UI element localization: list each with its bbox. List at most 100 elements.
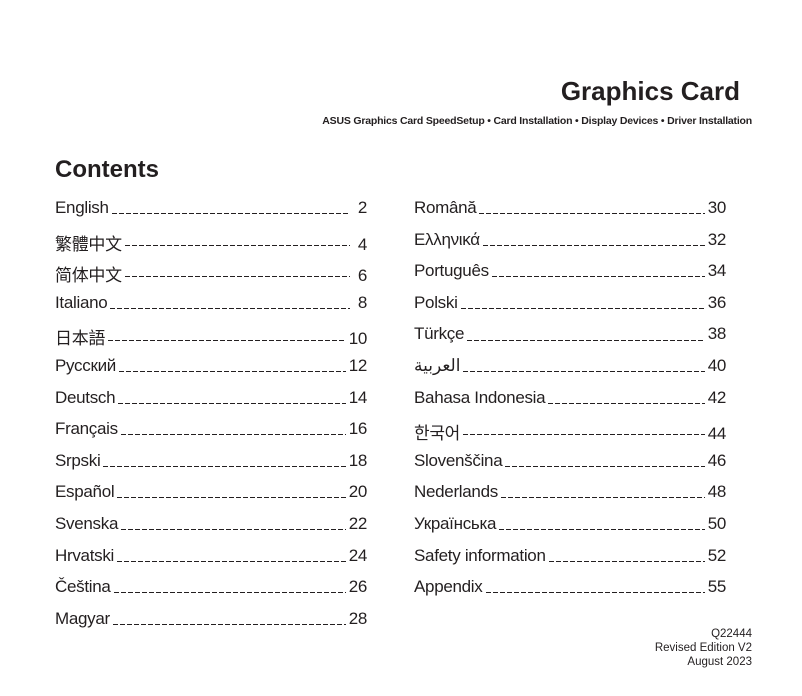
toc-entry[interactable]: 简体中文 6 — [55, 261, 367, 293]
toc-entry[interactable]: Türkçe 38 — [414, 324, 726, 356]
toc-leader — [124, 241, 350, 250]
toc-entry-label: Ελληνικά — [414, 229, 480, 249]
toc-entry[interactable]: Slovenščina 46 — [414, 451, 726, 483]
toc-leader — [548, 399, 705, 408]
toc-entry[interactable]: Română 30 — [414, 198, 726, 230]
toc-leader — [112, 620, 346, 629]
toc-entry-page: 32 — [707, 229, 727, 249]
toc-entry[interactable]: 繁體中文 4 — [55, 230, 367, 262]
toc-entry-page: 28 — [348, 608, 368, 628]
toc-leader — [463, 367, 705, 376]
toc-entry-page: 50 — [707, 513, 727, 533]
toc-entry[interactable]: Español 20 — [55, 482, 367, 514]
toc-entry-page: 34 — [707, 261, 727, 281]
toc-entry-label: English — [55, 198, 109, 217]
toc-entry[interactable]: 日本語 10 — [55, 324, 367, 356]
toc-entry[interactable]: Svenska 22 — [55, 514, 367, 546]
toc-leader — [482, 241, 705, 250]
toc-entry[interactable]: Français 16 — [55, 419, 367, 451]
toc-entry-label: Русский — [55, 355, 116, 375]
toc-entry[interactable]: Português 34 — [414, 261, 726, 293]
toc-entry-label: Svenska — [55, 513, 119, 533]
toc-entry[interactable]: Srpski 18 — [55, 451, 367, 483]
toc-entry-page: 46 — [707, 450, 727, 470]
toc-entry-page: 6 — [357, 266, 367, 286]
toc-entry[interactable]: Italiano 8 — [55, 293, 367, 325]
toc-entry-page: 12 — [348, 355, 368, 375]
toc-entry-label: Polski — [414, 292, 458, 312]
toc-leader — [124, 272, 350, 281]
toc-entry-page: 14 — [348, 387, 368, 407]
toc-entry-page: 16 — [348, 419, 368, 439]
toc-entry-page: 40 — [707, 355, 727, 375]
toc-entry-label: Français — [55, 419, 118, 439]
toc-entry-label: العربية — [414, 355, 461, 375]
toc-leader — [460, 304, 705, 313]
toc-leader — [548, 557, 705, 566]
toc-entry[interactable]: Polski 36 — [414, 293, 726, 325]
toc-leader — [118, 367, 346, 376]
toc-entry[interactable]: English 2 — [55, 198, 367, 230]
document-subtitle: ASUS Graphics Card SpeedSetup • Card Ins… — [322, 115, 752, 127]
toc-entry-label: 한국어 — [414, 424, 461, 444]
toc-leader — [110, 304, 350, 313]
document-code: Q22444 — [711, 628, 752, 640]
toc-leader — [485, 588, 705, 597]
toc-entry-page: 36 — [707, 292, 727, 312]
toc-entry[interactable]: Ελληνικά 32 — [414, 230, 726, 262]
toc-entry-label: Bahasa Indonesia — [414, 387, 546, 407]
toc-entry[interactable]: Русский 12 — [55, 356, 367, 388]
toc-leader — [500, 494, 705, 503]
toc-entry-page: 48 — [707, 482, 727, 502]
toc-entry-page: 55 — [707, 577, 727, 597]
toc-leader — [120, 430, 346, 439]
toc-entry-label: Türkçe — [414, 324, 465, 344]
toc-entry-page: 20 — [348, 482, 368, 502]
toc-entry[interactable]: Čeština 26 — [55, 577, 367, 609]
toc-entry-label: 繁體中文 — [55, 234, 122, 254]
toc-entry-label: Čeština — [55, 577, 111, 597]
toc-entry-label: Română — [414, 198, 477, 217]
toc-entry[interactable]: Hrvatski 24 — [55, 546, 367, 578]
toc-entry[interactable]: Deutsch 14 — [55, 388, 367, 420]
toc-entry-page: 22 — [348, 513, 368, 533]
toc-entry-page: 8 — [357, 292, 367, 312]
toc-entry-label: Español — [55, 482, 115, 502]
toc-leader — [103, 462, 346, 471]
toc-leader — [505, 462, 705, 471]
toc-entry[interactable]: العربية 40 — [414, 356, 726, 388]
toc-entry[interactable]: 한국어 44 — [414, 419, 726, 451]
toc-entry-label: Appendix — [414, 577, 483, 597]
toc-entry-page: 44 — [707, 424, 727, 444]
toc-entry-label: Hrvatski — [55, 545, 114, 565]
toc-left-column: English 2 繁體中文 4 简体中文 6 Italiano 8 日本語 10 Русский 1… — [55, 198, 367, 640]
toc-leader — [117, 494, 346, 503]
toc-leader — [113, 588, 346, 597]
toc-entry[interactable]: Magyar 28 — [55, 609, 367, 641]
toc-leader — [467, 336, 705, 345]
toc-entry-label: Italiano — [55, 292, 108, 312]
toc-entry-label: Srpski — [55, 450, 101, 470]
toc-leader — [117, 557, 346, 566]
toc-entry[interactable]: Українська 50 — [414, 514, 726, 546]
document-date: August 2023 — [687, 656, 752, 668]
toc-entry-label: Safety information — [414, 545, 546, 565]
toc-entry[interactable]: Appendix 55 — [414, 577, 726, 609]
toc-entry[interactable]: Safety information 52 — [414, 546, 726, 578]
toc-entry-page: 10 — [348, 329, 368, 349]
toc-entry-page: 52 — [707, 545, 727, 565]
document-meta: Q22444 Revised Edition V2 August 2023 — [655, 627, 752, 669]
toc-entry-label: Nederlands — [414, 482, 498, 502]
toc-entry-page: 26 — [348, 577, 368, 597]
toc-entry-label: Українська — [414, 513, 497, 533]
toc-entry-page: 2 — [357, 198, 367, 217]
toc-entry-page: 38 — [707, 324, 727, 344]
document-title: Graphics Card — [560, 76, 740, 106]
toc-entry-page: 24 — [348, 545, 368, 565]
toc-entry[interactable]: Bahasa Indonesia 42 — [414, 388, 726, 420]
toc-entry-label: Slovenščina — [414, 450, 503, 470]
contents-heading: Contents — [55, 156, 159, 183]
toc-leader — [463, 430, 705, 439]
toc-entry[interactable]: Nederlands 48 — [414, 482, 726, 514]
toc-entry-page: 4 — [357, 234, 367, 254]
